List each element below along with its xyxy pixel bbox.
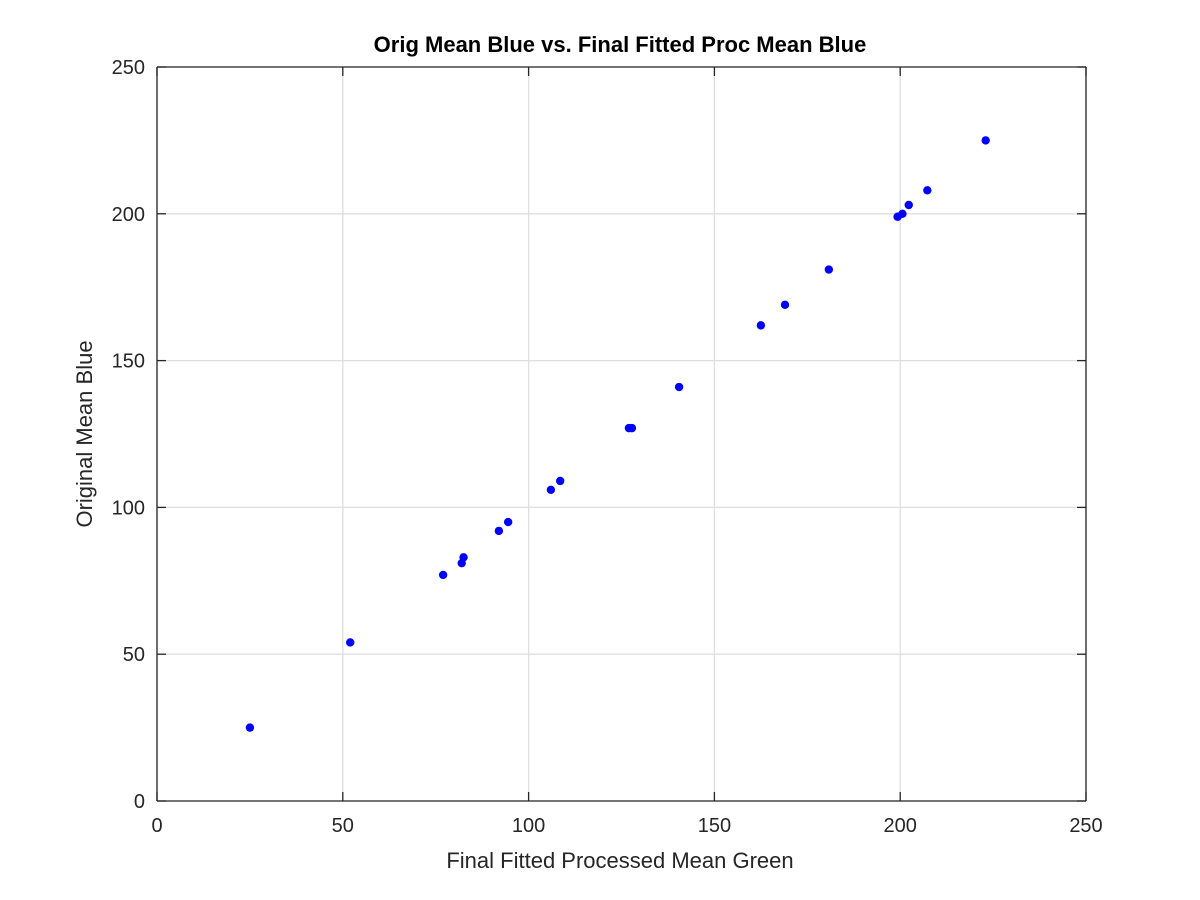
chart-title: Orig Mean Blue vs. Final Fitted Proc Mea… [374, 32, 867, 57]
plot-area [157, 67, 1086, 801]
data-point [898, 209, 907, 218]
y-tick-label: 50 [123, 644, 145, 666]
data-point [824, 265, 834, 274]
x-tick-label: 150 [698, 815, 731, 837]
data-point [923, 186, 932, 195]
grid-lines [156, 66, 1087, 802]
data-point [438, 570, 448, 580]
x-tick-label: 0 [151, 815, 162, 837]
data-point [981, 136, 990, 145]
axes [156, 66, 1087, 802]
x-axis-label: Final Fitted Processed Mean Green [446, 848, 793, 873]
data-point [494, 526, 504, 536]
data-point [546, 485, 556, 494]
y-axis-label: Original Mean Blue [72, 340, 97, 527]
x-tick-label: 200 [884, 815, 917, 837]
data-point [346, 638, 355, 647]
data-point [245, 723, 255, 732]
data-point [756, 321, 766, 330]
y-tick-label: 100 [112, 497, 145, 519]
x-tick-label: 50 [332, 815, 354, 837]
data-point [503, 517, 513, 527]
y-tick-label: 150 [112, 351, 145, 373]
y-tick-label: 0 [134, 791, 145, 813]
data-point [459, 553, 468, 562]
tick-labels: 0 50 100 150 200 250 0 50 100 150 200 250 [112, 57, 1103, 837]
data-points [245, 136, 990, 732]
x-tick-label: 100 [512, 815, 545, 837]
data-point [555, 476, 565, 486]
data-point [780, 300, 790, 310]
data-point [904, 200, 913, 210]
y-tick-label: 200 [112, 204, 145, 226]
x-tick-label: 250 [1069, 815, 1102, 837]
y-tick-label: 250 [112, 57, 145, 79]
data-point [674, 382, 684, 392]
data-point [627, 423, 637, 433]
